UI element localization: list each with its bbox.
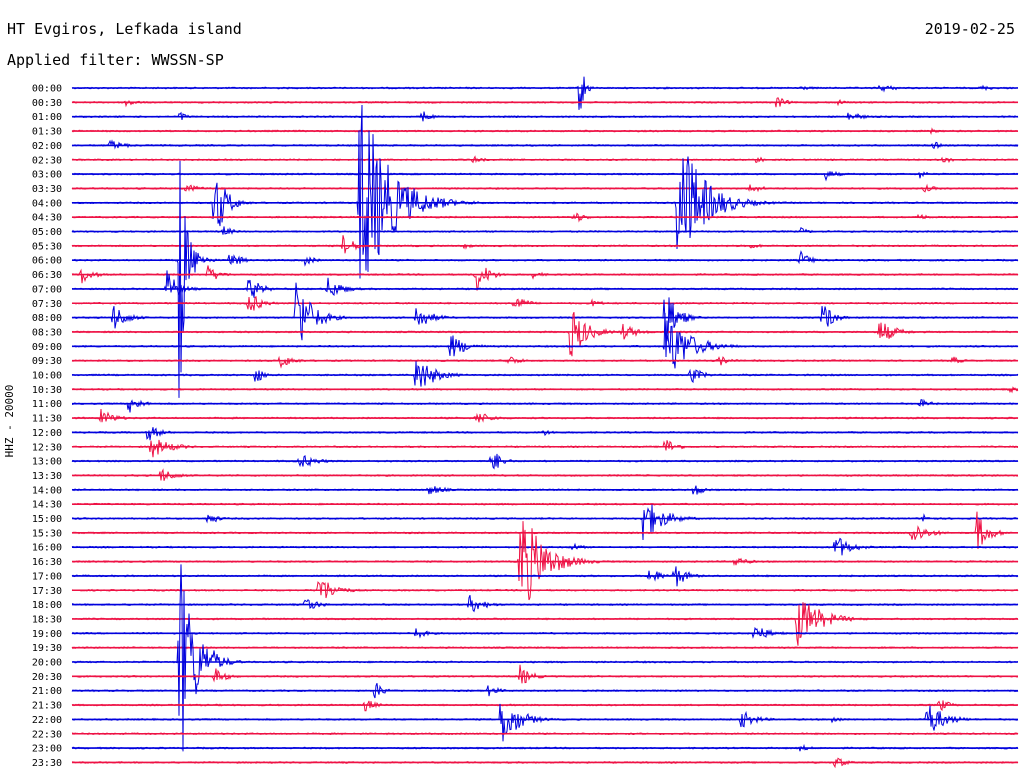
row-time-label: 04:30 [32, 213, 62, 224]
row-time-label: 03:00 [32, 170, 62, 181]
channel-label: HHZ - 20000 [3, 385, 16, 458]
trace-1500 [72, 505, 1018, 541]
row-time-label: 23:00 [32, 744, 62, 755]
row-time-label: 22:00 [32, 715, 62, 726]
trace-0530 [72, 235, 1018, 253]
row-time-label: 11:30 [32, 414, 62, 425]
row-time-label: 14:30 [32, 500, 62, 511]
trace-0000 [72, 77, 1018, 110]
row-time-label: 08:00 [32, 313, 62, 324]
row-time-label: 19:30 [32, 643, 62, 654]
trace-0600 [72, 161, 1018, 398]
row-time-label: 18:00 [32, 600, 62, 611]
row-time-label: 01:00 [32, 112, 62, 123]
row-time-label: 13:30 [32, 471, 62, 482]
trace-0300 [72, 171, 1018, 179]
row-time-label: 13:00 [32, 457, 62, 468]
row-time-label: 17:00 [32, 571, 62, 582]
row-time-label: 02:30 [32, 155, 62, 166]
row-time-label: 20:00 [32, 658, 62, 669]
row-time-label: 22:30 [32, 729, 62, 740]
row-time-label: 00:00 [32, 84, 62, 95]
row-time-label: 09:30 [32, 356, 62, 367]
trace-1800 [72, 595, 1018, 611]
trace-0830 [72, 312, 1018, 356]
row-time-label: 03:30 [32, 184, 62, 195]
row-time-label: 10:30 [32, 385, 62, 396]
trace-0500 [72, 226, 1018, 234]
row-time-label: 17:30 [32, 586, 62, 597]
row-time-label: 12:00 [32, 428, 62, 439]
row-time-label: 07:00 [32, 284, 62, 295]
trace-2030 [72, 665, 1018, 684]
row-time-label: 00:30 [32, 98, 62, 109]
trace-0930 [72, 357, 1018, 367]
row-time-label: 21:30 [32, 701, 62, 712]
trace-1000 [72, 361, 1018, 386]
trace-0630 [72, 266, 1018, 291]
trace-1230 [72, 440, 1018, 457]
row-time-label: 16:30 [32, 557, 62, 568]
trace-2200 [72, 704, 1018, 742]
row-time-label: 05:30 [32, 241, 62, 252]
trace-1100 [72, 400, 1018, 413]
row-time-label: 18:30 [32, 614, 62, 625]
trace-2000 [72, 564, 1018, 751]
row-time-label: 09:00 [32, 342, 62, 353]
row-time-label: 11:00 [32, 399, 62, 410]
trace-1130 [72, 409, 1018, 422]
time-label-group: 00:00 00:30 01:00 01:30 02:00 02:30 03:00 03:30… [32, 84, 62, 769]
row-time-label: 12:30 [32, 442, 62, 453]
row-time-label: 23:30 [32, 758, 62, 769]
row-time-label: 21:00 [32, 686, 62, 697]
row-time-label: 15:30 [32, 528, 62, 539]
row-time-label: 19:00 [32, 629, 62, 640]
row-time-label: 16:00 [32, 543, 62, 554]
row-time-label: 06:00 [32, 256, 62, 267]
row-time-label: 20:30 [32, 672, 62, 683]
trace-1200 [72, 427, 1018, 440]
trace-group [72, 77, 1018, 767]
row-time-label: 10:00 [32, 371, 62, 382]
row-time-label: 08:30 [32, 327, 62, 338]
row-time-label: 06:30 [32, 270, 62, 281]
row-time-label: 02:00 [32, 141, 62, 152]
row-time-label: 14:00 [32, 485, 62, 496]
row-time-label: 05:00 [32, 227, 62, 238]
row-time-label: 07:30 [32, 299, 62, 310]
row-time-label: 15:00 [32, 514, 62, 525]
row-time-label: 01:30 [32, 127, 62, 138]
trace-1830 [72, 602, 1018, 646]
row-time-label: 04:00 [32, 198, 62, 209]
